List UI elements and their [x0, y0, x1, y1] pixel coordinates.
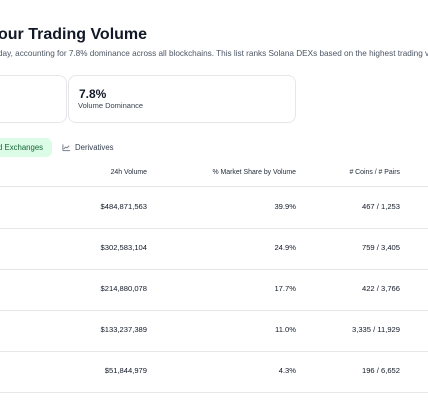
market-share-cell: 4.3% — [278, 366, 296, 375]
column-header-volume[interactable]: 24h Volume — [110, 169, 147, 176]
stat-card-dominance: 7.8% — [68, 75, 296, 123]
tab-spot-exchanges[interactable]: d Exchanges — [0, 138, 52, 157]
coins-pairs-cell: 196 / 6,652 — [361, 366, 400, 375]
volume-cell: $302,583,104 — [100, 243, 147, 252]
page-title: our Trading Volume — [0, 26, 148, 43]
market-share-cell: 24.9% — [274, 243, 296, 252]
coins-pairs-cell: 467 / 1,253 — [361, 202, 400, 211]
column-header-coins-pairs[interactable]: # Coins / # Pairs — [349, 169, 400, 176]
table-row[interactable]: $133,237,389 11.0% 3,335 / 11,929 — [0, 310, 428, 352]
table-row[interactable]: $302,583,104 24.9% 759 / 3,405 — [0, 228, 428, 270]
stat-card-volume — [0, 75, 67, 123]
market-share-cell: 11.0% — [275, 325, 296, 334]
coins-pairs-cell: 759 / 3,405 — [361, 243, 400, 252]
volume-cell: $51,844,979 — [104, 366, 147, 375]
table-row[interactable]: $51,844,979 4.3% 196 / 6,652 — [0, 351, 428, 393]
column-header-market-share[interactable]: % Market Share by Volume — [212, 169, 297, 176]
market-share-cell: 39.9% — [274, 202, 296, 211]
volume-cell: $133,237,389 — [100, 325, 147, 334]
dominance-value: 7.8% — [79, 87, 107, 101]
coins-pairs-cell: 422 / 3,766 — [361, 284, 400, 293]
market-share-cell: 17.7% — [274, 284, 296, 293]
table-row[interactable]: $484,871,563 39.9% 467 / 1,253 — [0, 187, 428, 229]
coins-pairs-cell: 3,335 / 11,929 — [352, 325, 400, 334]
tab-derivatives[interactable]: Derivatives — [62, 138, 114, 157]
line-chart-icon — [62, 144, 71, 152]
volume-cell: $484,871,563 — [100, 202, 147, 211]
table-row[interactable]: $214,880,078 17.7% 422 / 3,766 — [0, 269, 428, 311]
volume-cell: $214,880,078 — [100, 284, 147, 293]
dominance-label: Volume Dominance — [78, 101, 144, 110]
tab-derivatives-label: Derivatives — [75, 143, 114, 152]
table-header: 24h Volume % Market Share by Volume # Co… — [0, 162, 428, 187]
page-subtitle: day, accounting for 7.8% dominance acros… — [0, 49, 428, 58]
